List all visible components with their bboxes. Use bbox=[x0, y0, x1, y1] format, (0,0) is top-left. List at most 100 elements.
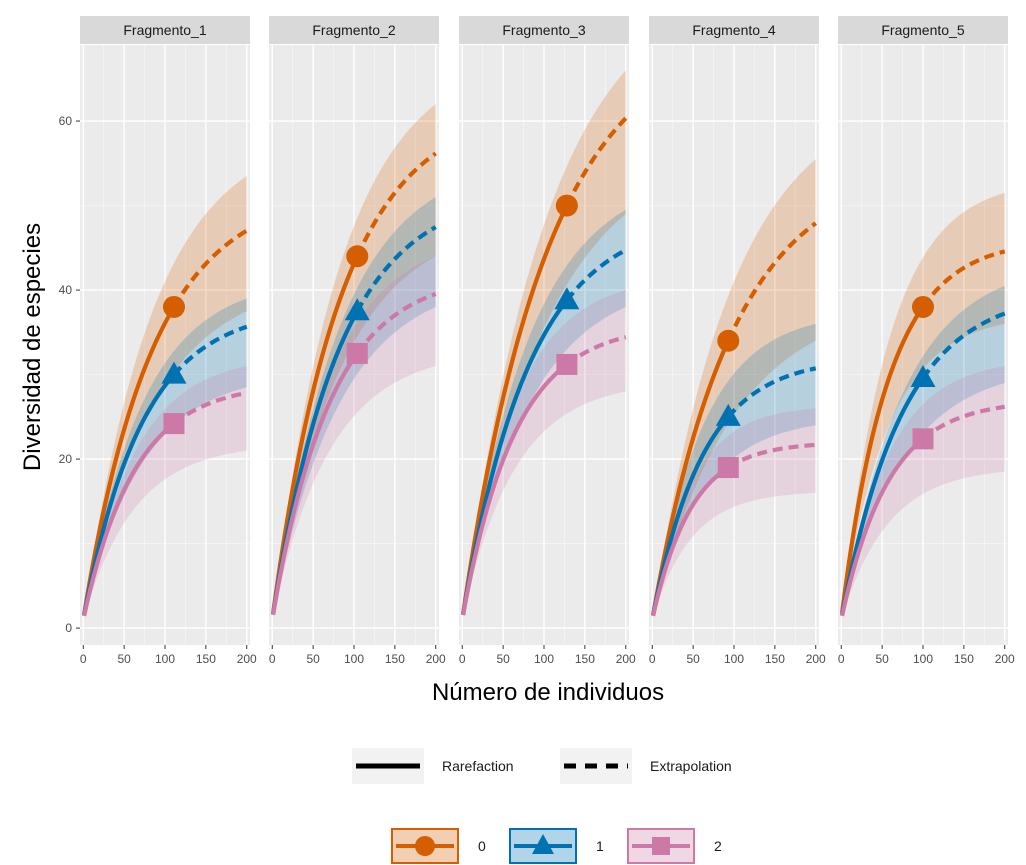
order-legend: 0 1 2 bbox=[391, 828, 722, 864]
extrapolation-line-order-0 bbox=[172, 228, 248, 309]
rarefaction-line-order-2 bbox=[651, 465, 730, 617]
observed-point-order-0 bbox=[717, 329, 740, 352]
x-tick-label: 50 bbox=[875, 652, 889, 666]
facet-strip bbox=[838, 16, 1008, 44]
legend-label-order-2: 2 bbox=[714, 838, 722, 854]
confidence-bands bbox=[84, 175, 247, 617]
x-tick-label: 150 bbox=[765, 652, 785, 666]
rarefaction-line-order-1 bbox=[82, 373, 176, 616]
observed-point-order-1 bbox=[715, 403, 741, 426]
legend-label-order-0: 0 bbox=[478, 838, 486, 854]
x-tick-label: 100 bbox=[913, 652, 933, 666]
x-tick-label: 50 bbox=[496, 652, 510, 666]
confidence-band-order-1 bbox=[842, 285, 1005, 617]
observed-point-order-2 bbox=[912, 428, 934, 450]
observed-point-order-0 bbox=[912, 295, 934, 318]
observed-point-order-1 bbox=[910, 364, 936, 387]
facet-strip-label: Fragmento_1 bbox=[123, 22, 206, 38]
rarefaction-line-order-0 bbox=[840, 305, 925, 614]
rarefaction-line-order-0 bbox=[271, 255, 360, 614]
rarefaction-line-order-0 bbox=[651, 339, 731, 616]
legend-marker-order-2 bbox=[652, 837, 670, 855]
panel-grid bbox=[838, 45, 1008, 645]
extrapolation-line-order-0 bbox=[355, 151, 437, 258]
facet-strip-label: Fragmento_3 bbox=[502, 22, 585, 38]
rarefaction-line-order-0 bbox=[461, 204, 569, 615]
extrapolation-line-order-2 bbox=[172, 390, 248, 426]
x-tick-label: 150 bbox=[196, 652, 216, 666]
legend-marker-order-1 bbox=[532, 834, 554, 854]
x-tick-label: 50 bbox=[686, 652, 700, 666]
confidence-band-order-1 bbox=[463, 209, 626, 616]
legend-marker-order-0 bbox=[415, 836, 435, 856]
confidence-band-order-2 bbox=[273, 256, 436, 616]
extrapolation-line-order-1 bbox=[726, 366, 817, 419]
extrapolation-line-order-2 bbox=[565, 335, 627, 367]
confidence-band-order-1 bbox=[84, 298, 247, 617]
extrapolation-line-order-0 bbox=[564, 116, 628, 207]
observed-point-order-0 bbox=[555, 194, 578, 217]
y-tick-label: 60 bbox=[59, 114, 73, 128]
extrapolation-line-order-0 bbox=[726, 221, 817, 342]
confidence-band-order-1 bbox=[273, 197, 436, 616]
facet-strip bbox=[269, 16, 439, 44]
rarefaction-line-order-2 bbox=[840, 437, 925, 617]
x-tick-label: 200 bbox=[616, 652, 636, 666]
panel-grid bbox=[459, 45, 629, 645]
confidence-band-order-2 bbox=[842, 366, 1005, 618]
observed-point-order-0 bbox=[346, 245, 369, 268]
y-tick-label: 0 bbox=[65, 621, 72, 635]
x-tick-label: 200 bbox=[806, 652, 826, 666]
facet-strip-label: Fragmento_5 bbox=[881, 22, 964, 38]
extrapolation-line-order-2 bbox=[355, 292, 437, 355]
legend-label-rarefaction: Rarefaction bbox=[442, 758, 514, 774]
x-tick-label: 150 bbox=[385, 652, 405, 666]
x-tick-label: 0 bbox=[649, 652, 656, 666]
observed-point-order-2 bbox=[717, 457, 739, 479]
observed-point-order-0 bbox=[162, 295, 185, 318]
extrapolation-line-order-1 bbox=[172, 324, 248, 376]
panel-grid bbox=[80, 45, 250, 645]
observed-point-order-2 bbox=[346, 342, 368, 364]
rarefaction-line-order-1 bbox=[840, 376, 925, 616]
confidence-bands bbox=[653, 159, 816, 617]
observed-point-order-2 bbox=[556, 353, 578, 375]
observed-point-order-2 bbox=[163, 413, 185, 435]
confidence-band-order-0 bbox=[842, 192, 1005, 615]
facet-panel: Fragmento_1 0 50 100 150 200 bbox=[80, 16, 257, 666]
x-tick-label: 0 bbox=[80, 652, 87, 666]
x-tick-label: 0 bbox=[459, 652, 466, 666]
facet-panel: Fragmento_3 0 50 100 150 200 bbox=[459, 16, 636, 666]
confidence-band-order-1 bbox=[653, 323, 816, 617]
extrapolation-line-order-2 bbox=[727, 442, 816, 470]
x-tick-label: 0 bbox=[269, 652, 276, 666]
confidence-band-order-2 bbox=[463, 290, 626, 616]
x-tick-label: 100 bbox=[534, 652, 554, 666]
x-tick-label: 200 bbox=[995, 652, 1015, 666]
extrapolation-line-order-1 bbox=[921, 311, 1006, 380]
x-tick-label: 100 bbox=[344, 652, 364, 666]
y-axis-title: Diversidad de especies bbox=[19, 223, 46, 471]
method-legend: Rarefaction Extrapolation bbox=[352, 748, 732, 784]
facet-strip bbox=[649, 16, 819, 44]
facet-panels: Fragmento_1 0 50 100 150 200 Fragmento_2 0 50 100… bbox=[80, 16, 1015, 666]
confidence-bands bbox=[463, 70, 626, 616]
extrapolation-line-order-0 bbox=[921, 249, 1006, 309]
x-tick-label: 50 bbox=[117, 652, 131, 666]
x-tick-label: 150 bbox=[954, 652, 974, 666]
x-tick-label: 200 bbox=[426, 652, 446, 666]
facet-panel: Fragmento_5 0 50 100 150 200 bbox=[838, 16, 1015, 666]
confidence-band-order-0 bbox=[84, 175, 247, 616]
confidence-band-order-2 bbox=[84, 366, 247, 617]
y-axis: 0 20 40 60 bbox=[59, 114, 80, 635]
rarefaction-line-order-2 bbox=[82, 421, 176, 617]
panel-grid bbox=[269, 45, 439, 645]
observed-point-order-1 bbox=[161, 361, 187, 384]
confidence-bands bbox=[842, 192, 1005, 618]
facet-panel: Fragmento_2 0 50 100 150 200 bbox=[269, 16, 446, 666]
observed-point-order-1 bbox=[344, 298, 370, 321]
confidence-bands bbox=[273, 104, 436, 616]
observed-point-order-1 bbox=[554, 287, 580, 310]
confidence-band-order-0 bbox=[463, 70, 626, 616]
